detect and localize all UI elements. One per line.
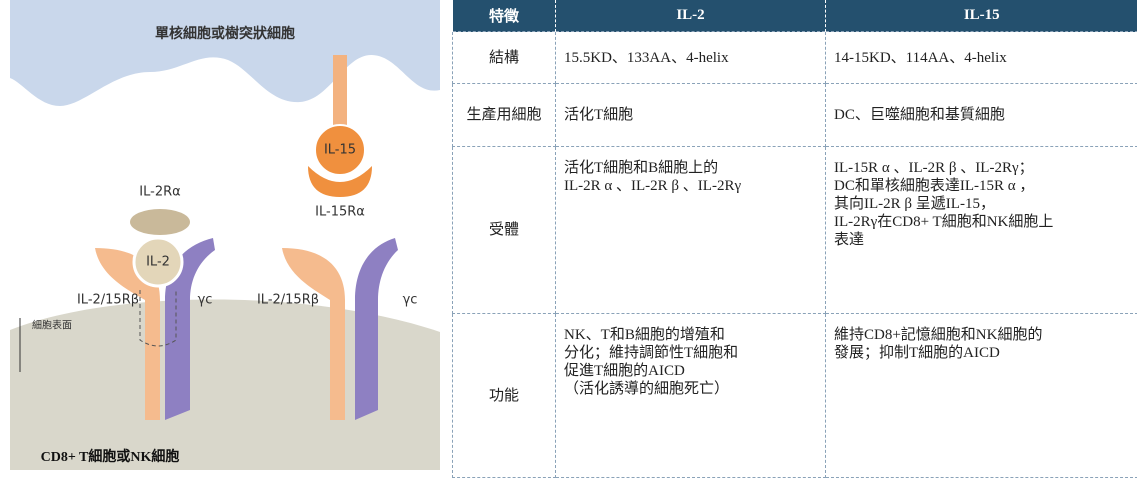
il2ra-shape [130, 209, 190, 235]
beta-left-label: IL-2/15Rβ [77, 293, 139, 308]
dendritic-cell [10, 0, 440, 106]
il15-stalk [333, 55, 347, 127]
row: 功能 NK、T和B細胞的增殖和 分化；維持調節性T細胞和 促進T細胞的AICD … [452, 313, 1137, 478]
il15ra-shape [308, 166, 372, 197]
header-cell: IL-2 [555, 0, 826, 32]
row: 受體 活化T細胞和B細胞上的 IL-2R α 、IL-2R β 、IL-2Rγ … [452, 146, 1137, 314]
header-cell: 特徵 [452, 0, 556, 32]
row-label: 功能 [452, 313, 556, 478]
cell: 15.5KD、133AA、4-helix [555, 31, 826, 84]
row: 結構 15.5KD、133AA、4-helix 14-15KD、114AA、4-… [452, 31, 1137, 84]
beta-chain-right [282, 248, 345, 420]
cell: DC、巨噬細胞和基質細胞 [825, 83, 1137, 147]
il2-shape [132, 236, 184, 288]
row-label: 生產用細胞 [452, 83, 556, 147]
cell: IL-15R α 、IL-2R β 、IL-2Rγ； DC和單核細胞表達IL-1… [825, 146, 1137, 314]
row-label: 結構 [452, 31, 556, 84]
il15-label: IL-15 [324, 143, 356, 158]
il2ra-label: IL-2Rα [139, 185, 180, 200]
surface-label: 細胞表面 [32, 318, 72, 331]
bottom-cell-label: CD8+ T細胞或NK細胞 [41, 448, 180, 465]
comparison-table: 特徵 IL-2 IL-15 結構 15.5KD、133AA、4-helix 14… [452, 0, 1137, 478]
header-row: 特徵 IL-2 IL-15 [452, 0, 1137, 32]
cell: 活化T細胞和B細胞上的 IL-2R α 、IL-2R β 、IL-2Rγ [555, 146, 826, 314]
gamma-right-label: γc [403, 293, 418, 308]
cell: 維持CD8+記憶細胞和NK細胞的 發展；抑制T細胞的AICD [825, 313, 1137, 478]
receptor-diagram: 單核細胞或樹突狀細胞 細胞表面 CD8+ T細胞或NK細胞 IL-15 IL-1… [10, 0, 440, 470]
il15-shape [314, 124, 366, 176]
cell: 14-15KD、114AA、4-helix [825, 31, 1137, 84]
il15ra-label: IL-15Rα [315, 205, 365, 220]
beta-chain-left [95, 248, 160, 420]
beta-right-label: IL-2/15Rβ [257, 293, 319, 308]
gamma-chain-left [165, 238, 215, 420]
il2-label: IL-2 [146, 255, 170, 270]
row-label: 受體 [452, 146, 556, 314]
row: 生產用細胞 活化T細胞 DC、巨噬細胞和基質細胞 [452, 83, 1137, 147]
dashed-outline [139, 290, 177, 347]
top-cell-label: 單核細胞或樹突狀細胞 [155, 25, 295, 42]
cell: NK、T和B細胞的增殖和 分化；維持調節性T細胞和 促進T細胞的AICD （活化… [555, 313, 826, 478]
cell: 活化T細胞 [555, 83, 826, 147]
gamma-left-label: γc [198, 293, 213, 308]
header-cell: IL-15 [825, 0, 1137, 32]
gamma-chain-right [355, 238, 398, 420]
